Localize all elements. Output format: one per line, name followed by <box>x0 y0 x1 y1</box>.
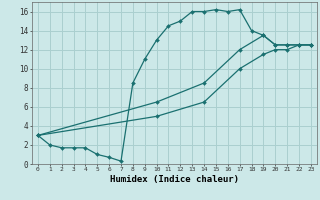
X-axis label: Humidex (Indice chaleur): Humidex (Indice chaleur) <box>110 175 239 184</box>
